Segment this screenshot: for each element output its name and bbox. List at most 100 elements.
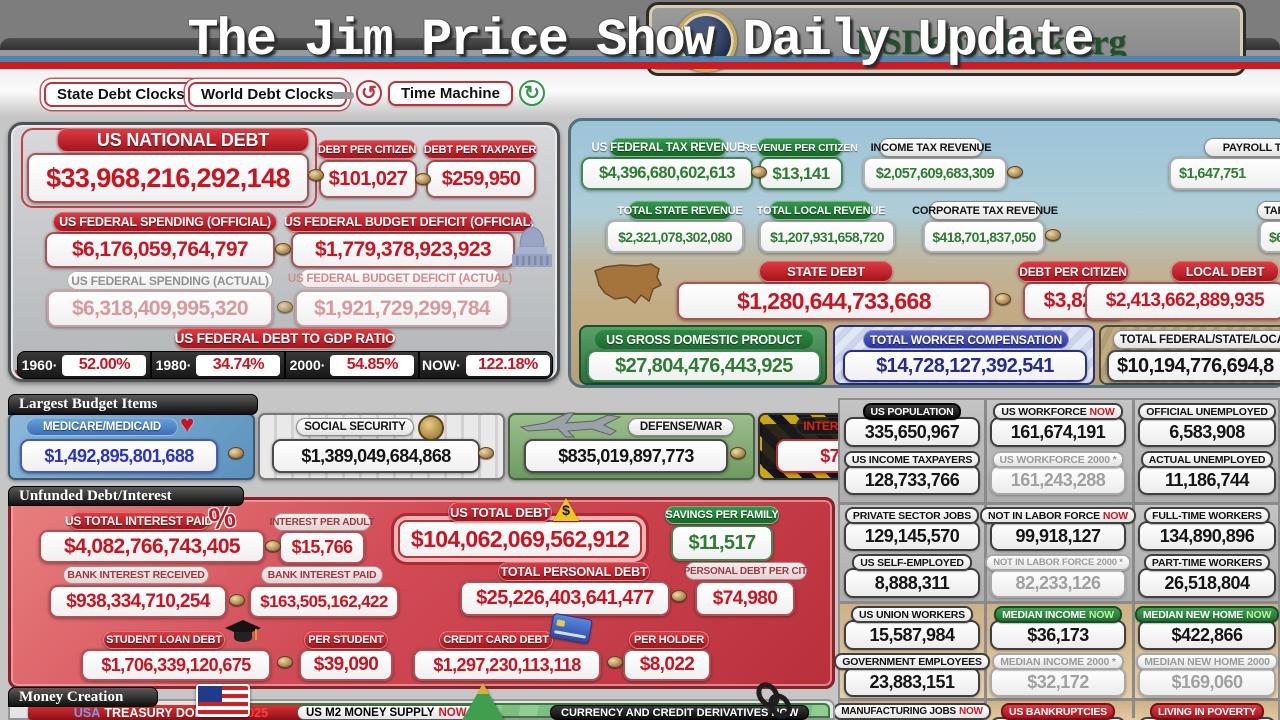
social-security-value: $1,389,049,684,868: [272, 439, 480, 473]
stat-value: 129,145,570: [844, 521, 980, 551]
debt-per-citizen-label: DEBT PER CITIZEN: [317, 140, 417, 159]
connector-icon: [1045, 229, 1061, 241]
student-loan-debt-label: STUDENT LOAN DEBT: [103, 631, 225, 649]
us-map-icon: [594, 263, 663, 305]
state-debt-label: STATE DEBT: [759, 261, 893, 282]
bank-interest-paid-label: BANK INTEREST PAID: [261, 566, 383, 584]
gdp-ratio-entry: 1960· 52.00%: [18, 352, 152, 378]
savings-per-family-label: SAVINGS PER FAMILY: [665, 506, 779, 524]
federal-spending-actual-label: US FEDERAL SPENDING (ACTUAL): [67, 271, 273, 290]
medicare-label: MEDICARE/MEDICAID: [26, 418, 178, 436]
per-student-label: PER STUDENT: [304, 631, 388, 649]
total-interest-paid-label: US TOTAL INTEREST PAID: [64, 512, 214, 530]
stat-cell: US POPULATION 335,650,967: [844, 403, 980, 447]
time-machine-group: ↺ Time Machine ↻: [356, 80, 545, 106]
time-machine-button[interactable]: Time Machine: [388, 80, 513, 106]
stat-cell: MEDIAN NEW HOME 2000 $169,060: [1136, 653, 1278, 697]
unfunded-debt-tab: Unfunded Debt/Interest: [8, 486, 244, 506]
connector-icon: [751, 166, 767, 178]
social-security-panel: SOCIAL SECURITY $1,389,049,684,868: [258, 413, 505, 480]
corporate-tax-label: CORPORATE TAX REVENUE: [912, 201, 1058, 220]
gdp-ratio-year: 2000·: [289, 357, 326, 373]
stat-value: 11,186,744: [1138, 465, 1276, 495]
stat-cell: US WORKFORCE 2000 * 161,243,288: [990, 451, 1126, 495]
stat-label: ACTUAL UNEMPLOYED: [1140, 451, 1274, 468]
stat-cell: OFFICIAL UNEMPLOYED 6,583,908: [1138, 403, 1276, 447]
debt-per-taxpayer-label: DEBT PER TAXPAYER: [423, 140, 537, 159]
bank-interest-paid-value: $163,505,162,422: [249, 585, 399, 618]
connector-icon: [228, 447, 244, 459]
payroll-tax-label: PAYROLL TAX: [1204, 138, 1280, 157]
treasury-usa-text: USA: [73, 705, 101, 720]
federal-tax-revenue-value: $4,396,680,602,613: [581, 157, 753, 190]
national-debt-panel: US NATIONAL DEBT $33,968,216,292,148 DEB…: [8, 122, 560, 382]
debt-per-taxpayer-value: $259,950: [426, 160, 536, 198]
budget-deficit-official-label: US FEDERAL BUDGET DEFICIT (OFFICIAL): [284, 212, 534, 232]
stat-label-text: MANUFACTURING JOBS: [841, 706, 956, 717]
federal-spending-official-value: $6,176,059,764,797: [45, 232, 275, 268]
stat-cell: MEDIAN INCOME NOW $36,173: [990, 606, 1126, 650]
bank-interest-received-label: BANK INTEREST RECEIVED: [63, 566, 209, 584]
stat-value: 23,883,151: [844, 667, 980, 697]
connector-icon: [607, 656, 623, 668]
student-loan-debt-value: $1,706,339,120,675: [81, 649, 271, 681]
per-holder-label: PER HOLDER: [629, 631, 709, 649]
personal-debt-per-cit-value: $74,980: [695, 581, 795, 616]
connector-icon: [730, 447, 746, 459]
gdp-ratio-value: 34.74%: [196, 354, 281, 376]
federal-tax-revenue-label: US FEDERAL TAX REVENUE: [592, 138, 745, 157]
total-spending-label: TOTAL FEDERAL/STATE/LOCAL SPE: [1113, 330, 1280, 349]
stat-label-suffix: NOW: [1088, 608, 1114, 621]
red-stripe: [0, 62, 1280, 69]
stat-label: FULL-TIME WORKERS: [1144, 507, 1270, 524]
stat-value: 8,888,311: [844, 568, 980, 598]
refresh-icon[interactable]: ↻: [518, 80, 545, 106]
site-logo-text: USDebtClock.org: [855, 22, 1127, 62]
stat-label: US SELF-EMPLOYED: [852, 554, 972, 571]
national-debt-value: $33,968,216,292,148: [27, 153, 309, 203]
world-debt-clocks-button[interactable]: World Debt Clocks: [188, 82, 348, 107]
stat-value: 6,583,908: [1138, 417, 1276, 447]
debt-per-citizen-value: $101,027: [319, 160, 417, 198]
stat-label-suffix: NOW: [1102, 509, 1128, 522]
gdp-value: $27,804,476,443,925: [587, 350, 821, 382]
credit-card-debt-value: $1,297,230,113,118: [413, 649, 601, 681]
total-interest-paid-value: $4,082,766,743,405: [39, 530, 265, 563]
heart-icon: ♥: [180, 411, 195, 438]
credit-card-debt-label: CREDIT CARD DEBT: [439, 631, 553, 649]
stat-cell: US INCOME TAXPAYERS 128,733,766: [843, 451, 981, 495]
stat-label: MEDIAN INCOME NOW: [994, 606, 1122, 623]
budget-deficit-official-value: $1,779,378,923,923: [291, 232, 515, 268]
stat-cell: MANUFACTURING JOBS NOW: [833, 703, 991, 720]
national-debt-label: US NATIONAL DEBT: [57, 128, 309, 152]
payroll-tax-value: $1,647,751: [1169, 157, 1280, 190]
connector-icon: [229, 594, 245, 606]
column-divider: [1132, 400, 1135, 718]
rewind-icon[interactable]: ↺: [356, 80, 382, 106]
stat-label-suffix: NOW: [1246, 608, 1272, 621]
stat-value: 134,890,896: [1138, 521, 1276, 551]
stat-label: US UNION WORKERS: [851, 606, 973, 623]
income-tax-revenue-value: $2,057,609,683,309: [863, 157, 1007, 190]
page-title: The Jim Price Show Daily Update: [187, 10, 1094, 70]
stat-label: GOVERNMENT EMPLOYEES: [834, 653, 990, 670]
stat-label: NOT IN LABOR FORCE NOW: [980, 507, 1136, 524]
worker-comp-value: $14,728,127,392,541: [843, 350, 1087, 382]
stat-label: PART-TIME WORKERS: [1143, 554, 1271, 571]
revenue-per-citizen-label: REVENUE PER CITIZEN: [742, 138, 858, 157]
stats-column: US POPULATION 335,650,967 US WORKFORCE NO…: [833, 398, 1280, 720]
credit-card-icon: [549, 612, 593, 645]
stat-value: 82,233,126: [990, 568, 1126, 598]
population-section: US POPULATION 335,650,967 US WORKFORCE NO…: [840, 400, 1278, 502]
state-debt-value: $1,280,644,733,668: [677, 282, 991, 320]
warplane-icon: [519, 412, 622, 438]
stat-label-text: US WORKFORCE: [1001, 405, 1087, 418]
stat-label: MANUFACTURING JOBS NOW: [833, 703, 991, 720]
stat-cell: US SELF-EMPLOYED 8,888,311: [844, 554, 980, 598]
state-debt-clocks-button[interactable]: State Debt Clocks: [44, 82, 198, 107]
stat-value: 26,518,804: [1138, 568, 1276, 598]
largest-budget-items-tab: Largest Budget Items: [8, 394, 258, 415]
jobs-section: PRIVATE SECTOR JOBS 129,145,570 NOT IN L…: [840, 505, 1278, 601]
federal-spending-actual-value: $6,318,409,995,320: [47, 290, 273, 327]
connector-icon: [995, 293, 1011, 305]
